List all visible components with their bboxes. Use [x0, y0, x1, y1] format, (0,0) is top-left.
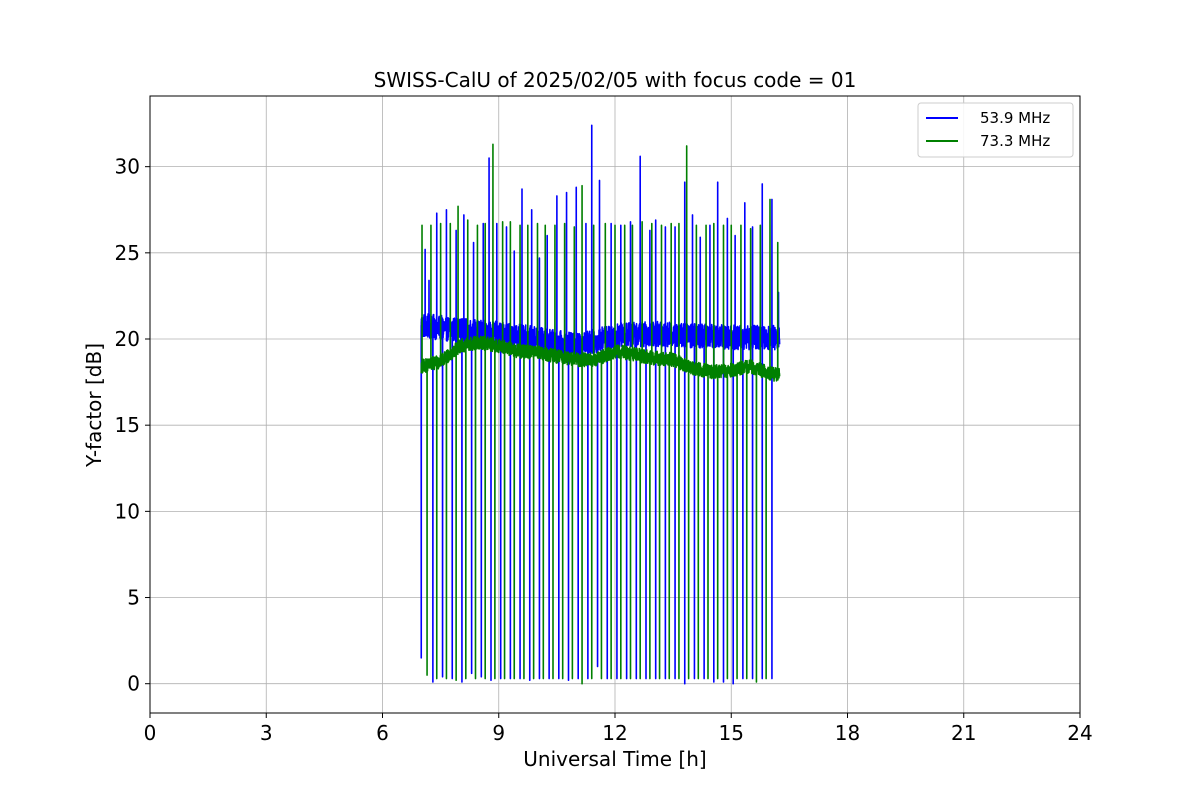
x-tick-label: 12	[602, 721, 627, 745]
x-axis-label: Universal Time [h]	[523, 747, 706, 771]
axes: 0 3 6 9 12 15 18 21 24 0 5 10 15 20 25 30	[115, 95, 1093, 745]
chart-title: SWISS-CalU of 2025/02/05 with focus code…	[374, 68, 857, 92]
x-tick-label: 3	[260, 721, 273, 745]
y-tick-label: 0	[127, 672, 140, 696]
series-line-1	[420, 143, 781, 685]
legend-label: 53.9 MHz	[980, 109, 1050, 127]
x-tick-label: 21	[951, 721, 976, 745]
x-tick-label: 0	[144, 721, 157, 745]
x-tick-label: 6	[376, 721, 389, 745]
series-line-0	[420, 124, 781, 685]
x-tick-label: 9	[492, 721, 505, 745]
x-tick-label: 15	[719, 721, 744, 745]
y-tick-label: 10	[115, 499, 140, 523]
y-tick-label: 20	[115, 327, 140, 351]
x-tick-label: 18	[835, 721, 860, 745]
y-tick-label: 5	[127, 586, 140, 610]
legend-label: 73.3 MHz	[980, 132, 1050, 150]
y-axis-label: Y-factor [dB]	[82, 343, 106, 468]
plot-area	[420, 124, 781, 685]
y-tick-label: 15	[115, 413, 140, 437]
grid-lines	[149, 96, 1081, 713]
y-tick-label: 25	[115, 241, 140, 265]
x-tick-label: 24	[1067, 721, 1092, 745]
legend-box	[917, 102, 1074, 158]
y-tick-label: 30	[115, 155, 140, 179]
plot-frame	[149, 95, 1081, 714]
legend: 53.9 MHz 73.3 MHz	[917, 102, 1074, 158]
series-group	[420, 124, 781, 685]
